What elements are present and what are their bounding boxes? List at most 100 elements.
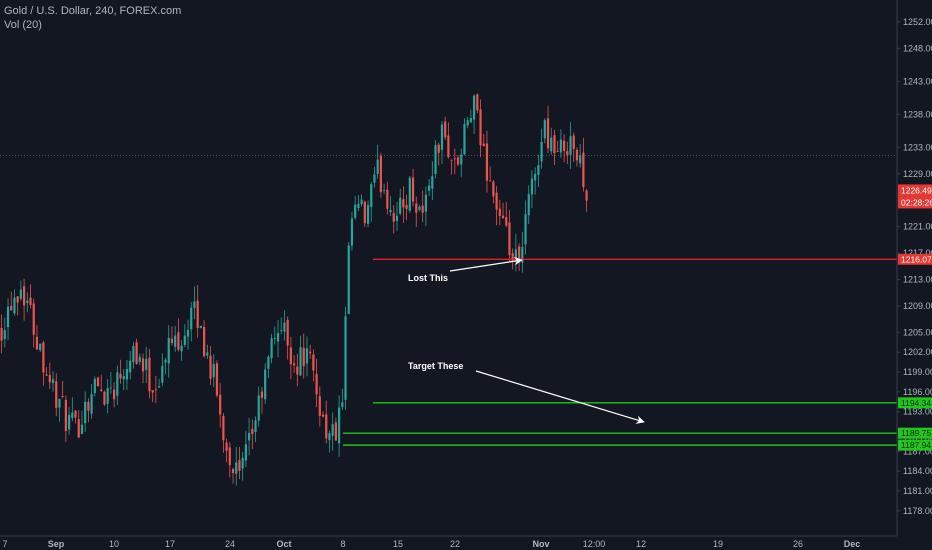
target-level-1-tag: 1194.34: [898, 397, 932, 409]
candle: [579, 143, 582, 168]
candle: [154, 376, 157, 404]
candle: [177, 318, 180, 352]
time-tick-label: 24: [225, 539, 235, 549]
candle: [460, 148, 463, 178]
candle: [553, 129, 556, 166]
candle: [100, 374, 103, 393]
candle: [122, 369, 125, 391]
time-tick-label: Nov: [532, 539, 549, 549]
candle: [113, 382, 116, 408]
candle: [215, 360, 219, 398]
price-tick-label: 1248.00: [903, 43, 932, 53]
candle: [219, 382, 222, 428]
price-tick-label: 1202.00: [903, 347, 932, 357]
price-tick-label: 1229.00: [903, 169, 932, 179]
candle: [186, 319, 190, 350]
time-tick-label: 12:00: [583, 539, 606, 549]
candle: [479, 99, 482, 158]
target-level-3-tag-text: 1187.94: [901, 440, 931, 450]
candle: [450, 159, 453, 175]
chart-legend[interactable]: Gold / U.S. Dollar, 240, FOREX.com Vol (…: [4, 4, 181, 32]
candle: [563, 134, 566, 163]
candle: [585, 189, 588, 212]
price-tick-label: 1221.00: [903, 222, 932, 232]
candle: [328, 430, 331, 453]
price-tick-label: 1187.00: [903, 446, 932, 456]
candle: [556, 140, 559, 152]
time-tick-label: 8: [340, 539, 345, 549]
candle: [286, 316, 289, 360]
candle: [222, 413, 225, 453]
candle: [235, 446, 238, 486]
candle: [376, 144, 379, 179]
bar-countdown-text: 02:28:26: [901, 197, 932, 207]
candle: [489, 166, 492, 182]
candle: [68, 406, 71, 435]
candle: [456, 155, 460, 167]
candle: [434, 140, 437, 179]
target-level-1-tag-text: 1194.34: [901, 398, 931, 408]
candle: [145, 346, 148, 384]
candle: [251, 419, 254, 450]
candle: [318, 386, 321, 427]
current-price-tag: 1226.49: [898, 184, 932, 197]
lost-this-arrow: [449, 256, 523, 272]
candle: [386, 181, 389, 215]
candle: [312, 349, 315, 382]
candle: [546, 105, 550, 154]
candle: [373, 166, 376, 188]
candle: [440, 121, 444, 164]
candle: [135, 338, 138, 365]
symbol-title[interactable]: Gold / U.S. Dollar, 240, FOREX.com: [4, 5, 182, 17]
price-tick-label: 1252.00: [903, 17, 932, 27]
target-level-2-tag: 1189.75: [898, 427, 932, 439]
candle: [280, 317, 283, 335]
candle: [48, 362, 51, 389]
horizontal-levels[interactable]: [343, 258, 897, 446]
candle: [196, 285, 199, 338]
time-tick-label: Oct: [276, 539, 291, 549]
candle: [231, 467, 235, 484]
candle: [138, 353, 141, 366]
time-tick-label: 17: [165, 539, 175, 549]
candle: [498, 199, 501, 226]
candle: [530, 170, 534, 209]
lost-level-tag-text: 1216.07: [901, 254, 932, 264]
candle: [32, 298, 35, 348]
candle: [61, 381, 64, 399]
candle: [270, 333, 273, 364]
candle: [203, 320, 206, 358]
candle: [238, 446, 241, 480]
candle: [559, 129, 562, 158]
candle: [16, 296, 19, 316]
volume-indicator-label[interactable]: Vol (20): [4, 19, 42, 31]
candle: [55, 373, 58, 417]
candle: [344, 306, 347, 410]
candle: [424, 186, 427, 227]
candle: [74, 409, 77, 424]
candle: [209, 346, 212, 385]
candle: [463, 118, 466, 156]
candle: [23, 278, 26, 321]
candle: [431, 161, 434, 201]
candle: [106, 379, 109, 414]
candle: [485, 130, 489, 193]
candle: [167, 325, 170, 378]
candle: [289, 337, 292, 379]
price-tick-label: 1184.00: [903, 466, 932, 476]
price-tick-label: 1238.00: [903, 109, 932, 119]
candle: [569, 122, 572, 169]
candle: [190, 301, 193, 342]
candle: [183, 324, 186, 348]
candle: [537, 154, 540, 187]
candle: [370, 181, 373, 222]
candle: [331, 412, 334, 451]
candle: [469, 109, 472, 124]
time-tick-label: 10: [109, 539, 119, 549]
annotation-arrows: [449, 256, 645, 424]
candle: [360, 194, 363, 207]
candle: [575, 147, 579, 167]
price-tick-label: 1181.00: [903, 486, 932, 496]
